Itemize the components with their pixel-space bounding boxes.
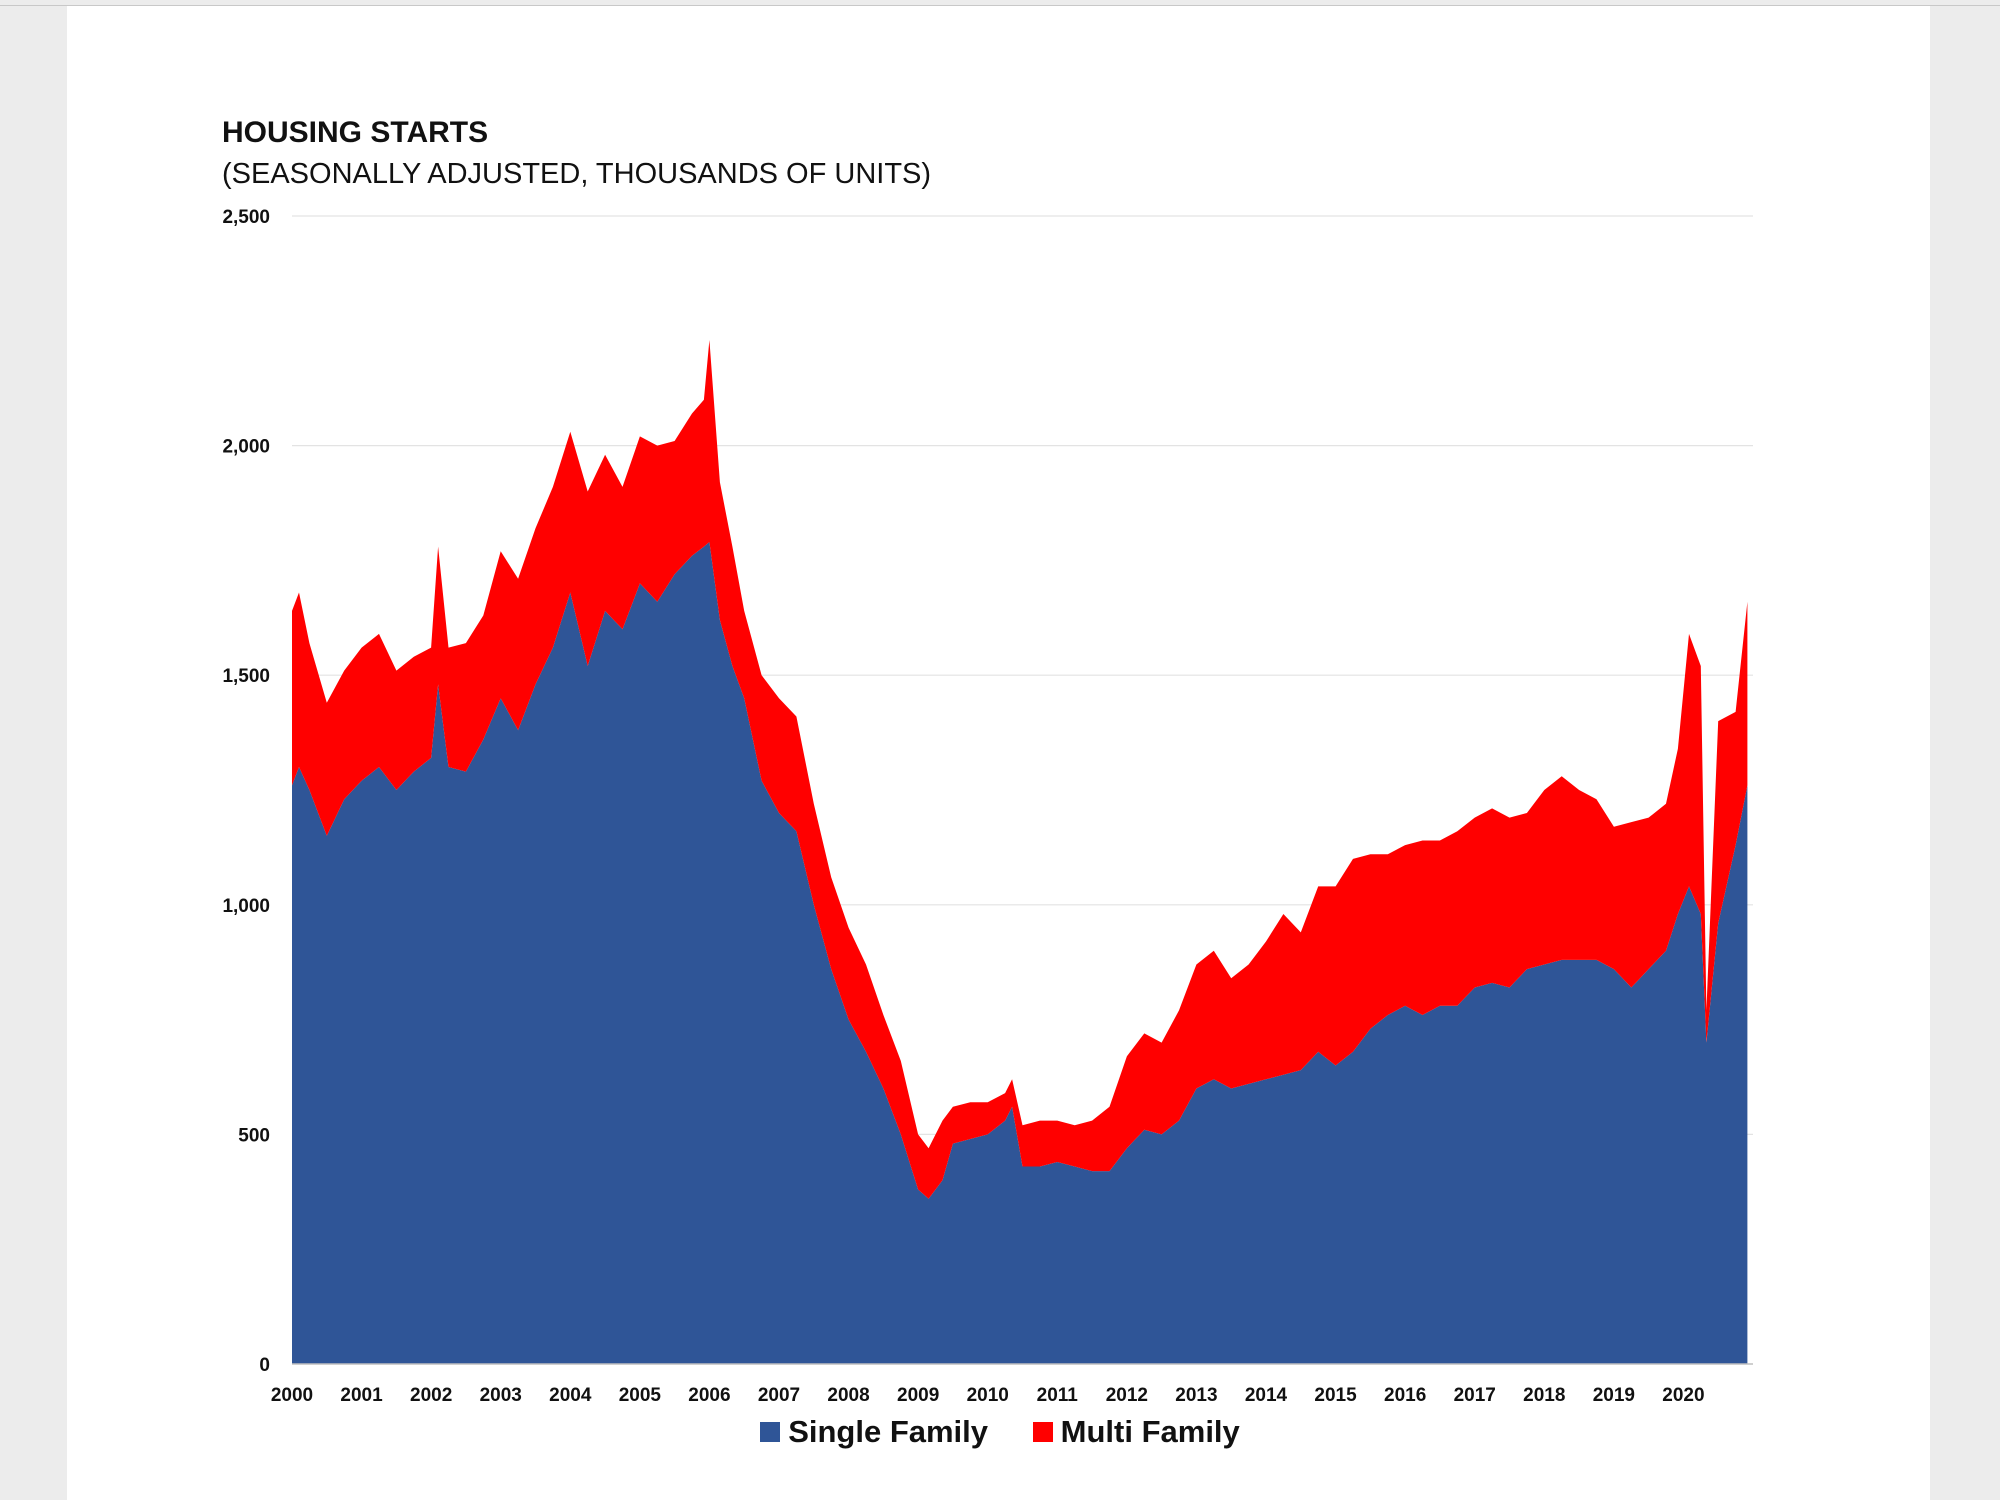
chart-title: HOUSING STARTS — [222, 116, 489, 149]
ytick-label-1000: 1,000 — [222, 896, 270, 917]
legend-swatch-single-family — [760, 1422, 781, 1442]
xtick-label-2011: 2011 — [1037, 1385, 1079, 1406]
legend-item-single-family: Single Family — [760, 1414, 988, 1450]
ytick-label-2000: 2,000 — [222, 437, 270, 458]
xtick-label-2010: 2010 — [967, 1385, 1009, 1406]
xtick-label-2013: 2013 — [1175, 1385, 1217, 1406]
xtick-label-2018: 2018 — [1523, 1385, 1565, 1406]
xtick-label-2014: 2014 — [1245, 1385, 1288, 1406]
area-series-multi-family — [292, 340, 1748, 1199]
axes: 0 500 1,000 1,500 2,000 2,500 2000 2001 2002 2003… — [222, 207, 1753, 1406]
xtick-label-2016: 2016 — [1384, 1385, 1426, 1406]
ytick-label-0: 0 — [259, 1355, 270, 1376]
xtick-label-2008: 2008 — [827, 1385, 869, 1406]
xtick-label-2015: 2015 — [1314, 1385, 1357, 1406]
legend-label-multi-family: Multi Family — [1060, 1414, 1240, 1449]
legend-label-single-family: Single Family — [788, 1414, 989, 1449]
xtick-label-2004: 2004 — [549, 1385, 592, 1406]
xtick-label-2003: 2003 — [480, 1385, 522, 1406]
xtick-label-2000: 2000 — [271, 1385, 313, 1406]
xtick-label-2002: 2002 — [410, 1385, 452, 1406]
chart-legend: Single Family Multi Family — [0, 1414, 2000, 1450]
ytick-label-500: 500 — [238, 1125, 270, 1146]
xtick-label-2012: 2012 — [1106, 1385, 1148, 1406]
xtick-label-2007: 2007 — [758, 1385, 800, 1406]
xtick-label-2006: 2006 — [688, 1385, 730, 1406]
ytick-label-2500: 2,500 — [222, 207, 270, 228]
xtick-label-2009: 2009 — [897, 1385, 939, 1406]
window-top-border — [0, 0, 2000, 6]
stacked-areas — [292, 340, 1748, 1364]
area-series-single-family — [292, 542, 1748, 1364]
xtick-label-2019: 2019 — [1593, 1385, 1635, 1406]
xtick-label-2017: 2017 — [1454, 1385, 1496, 1406]
xtick-label-2020: 2020 — [1662, 1385, 1704, 1406]
legend-swatch-multi-family — [1032, 1422, 1053, 1442]
xtick-label-2005: 2005 — [619, 1385, 662, 1406]
ytick-label-1500: 1,500 — [222, 666, 270, 687]
legend-item-multi-family: Multi Family — [1032, 1414, 1240, 1450]
xtick-label-2001: 2001 — [340, 1385, 383, 1406]
chart-subtitle: (SEASONALLY ADJUSTED, THOUSANDS OF UNITS… — [222, 158, 932, 190]
